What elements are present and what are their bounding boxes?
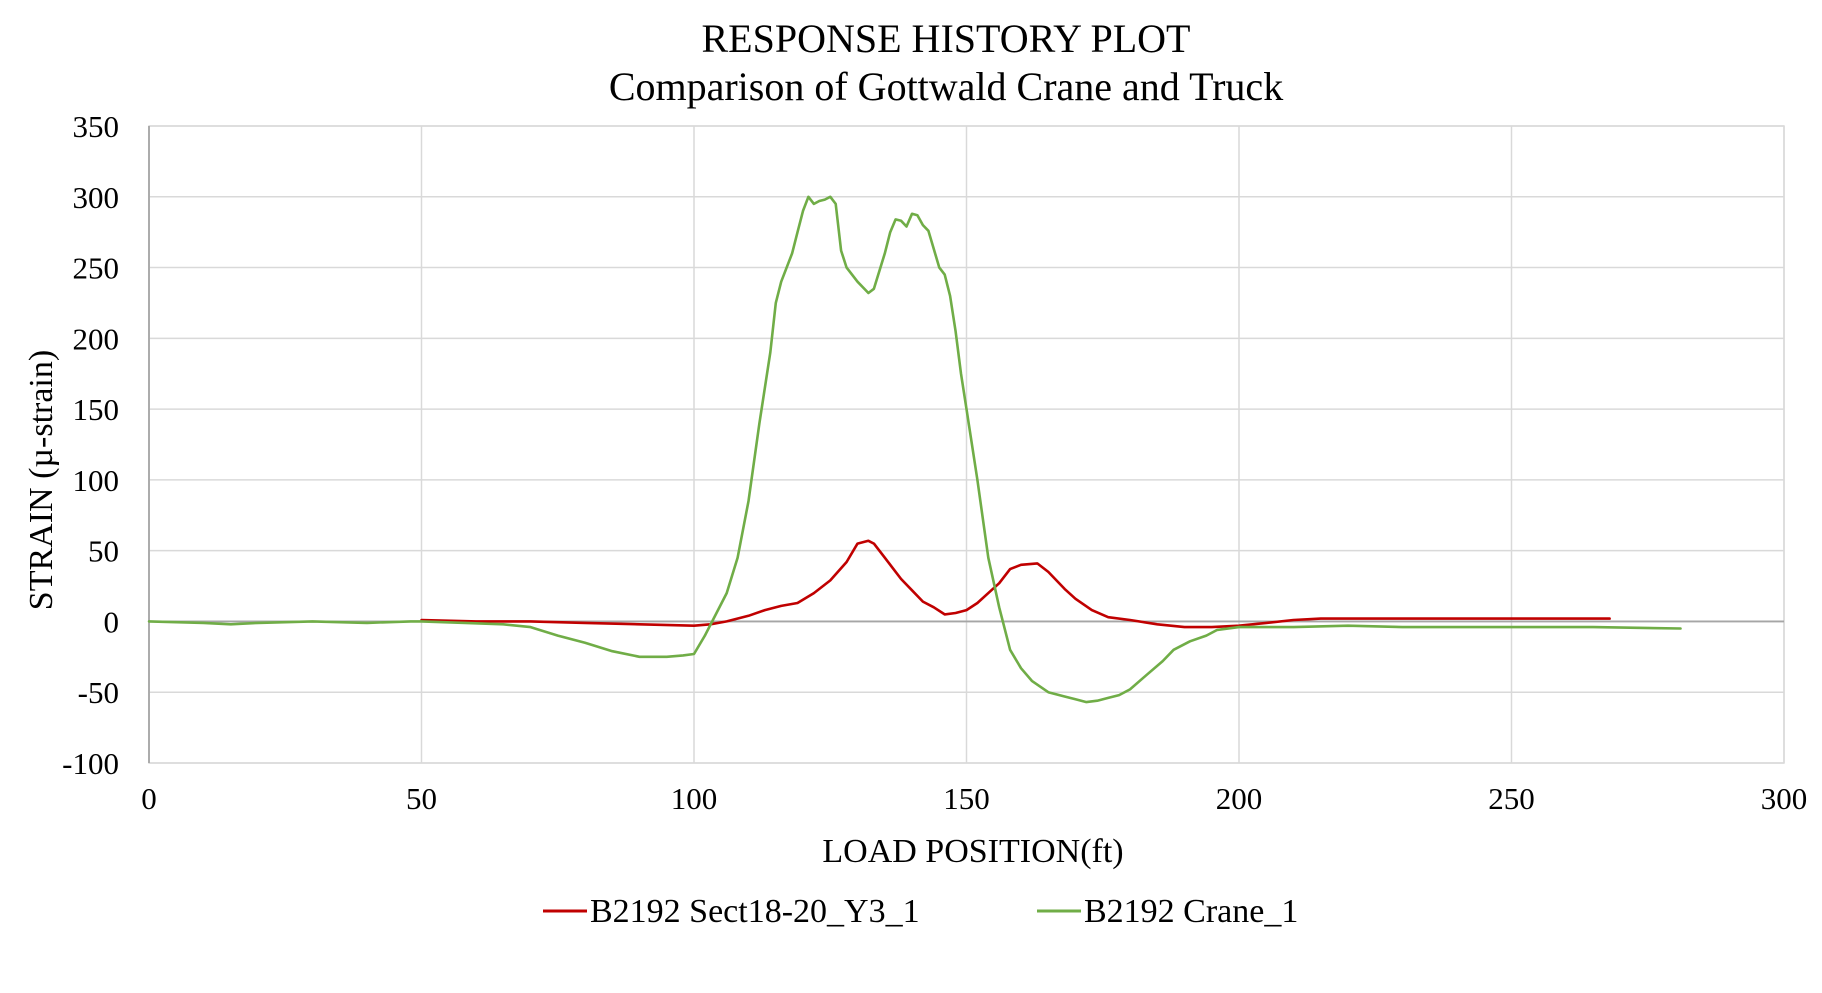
y-axis-label: STRAIN (µ-strain)	[23, 350, 60, 610]
y-tick-labels: -100 -50 0 50 100 150 200 250 300 350	[62, 109, 119, 781]
y-tick-label: 250	[73, 251, 120, 286]
series-layer	[147, 195, 1682, 704]
x-tick-label: 100	[671, 781, 718, 816]
x-tick-label: 200	[1216, 781, 1263, 816]
y-tick-label: -100	[62, 746, 119, 781]
y-tick-label: 0	[104, 604, 120, 639]
y-tick-label: -50	[78, 675, 119, 710]
x-tick-label: 300	[1761, 781, 1808, 816]
y-tick-label: 50	[88, 534, 119, 569]
x-tick-label: 150	[943, 781, 990, 816]
legend-label-1: B2192 Sect18-20_Y3_1	[590, 893, 920, 930]
x-tick-label: 250	[1488, 781, 1535, 816]
series-line-2	[147, 195, 1682, 704]
x-tick-labels: 0 50 100 150 200 250 300	[141, 781, 1807, 816]
x-axis-label: LOAD POSITION(ft)	[822, 833, 1123, 870]
series-line-1	[420, 539, 1611, 629]
chart-title: RESPONSE HISTORY PLOT	[702, 16, 1191, 61]
x-tick-label: 0	[141, 781, 157, 816]
chart-subtitle: Comparison of Gottwald Crane and Truck	[609, 64, 1283, 109]
legend-label-2: B2192 Crane_1	[1084, 893, 1298, 930]
grid-lines	[148, 125, 1785, 764]
y-tick-label: 300	[73, 180, 120, 215]
x-tick-label: 50	[406, 781, 437, 816]
y-tick-label: 150	[73, 392, 120, 427]
y-tick-label: 100	[73, 463, 120, 498]
y-tick-label: 350	[73, 109, 120, 144]
legend: B2192 Sect18-20_Y3_1 B2192 Crane_1	[543, 893, 1298, 930]
y-tick-label: 200	[73, 321, 120, 356]
